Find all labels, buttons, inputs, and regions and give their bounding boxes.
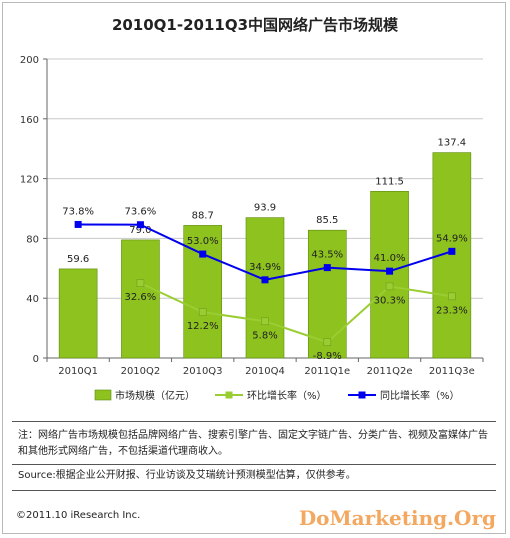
bar: [245, 217, 285, 359]
yoy-growth-marker: [199, 250, 207, 258]
yoy-growth-label: 73.6%: [125, 207, 157, 218]
yoy-growth-marker: [323, 264, 331, 272]
legend-label: 环比增长率（%）: [247, 389, 327, 402]
qoq-growth-label: 32.6%: [125, 292, 157, 303]
qoq-growth-marker: [198, 308, 207, 316]
yoy-growth-label: 73.8%: [62, 206, 94, 217]
divider-middle: [12, 464, 496, 465]
y-tick-label: 120: [20, 175, 39, 186]
qoq-growth-marker: [385, 282, 394, 291]
chart-title: 2010Q1-2011Q3中国网络广告市场规模: [111, 16, 399, 34]
bar-value-label: 85.5: [316, 215, 338, 226]
bar: [307, 229, 347, 359]
yoy-growth-label: 41.0%: [374, 253, 406, 264]
qoq-growth-label: 5.8%: [252, 330, 277, 341]
watermark-logo: DoMarketing.Org: [298, 506, 496, 530]
divider-bottom: [12, 490, 496, 491]
x-tick-label: 2010Q3: [183, 366, 223, 377]
bar: [370, 191, 409, 359]
yoy-growth-marker: [261, 276, 269, 284]
yoy-growth-marker: [448, 247, 456, 255]
chart-svg: 0 40 80 120 160 200 2010Q1 2010Q2 2010Q3 2010Q4 20…: [20, 55, 484, 402]
yoy-growth-label: 53.0%: [187, 236, 219, 247]
x-tick-label: 2011Q2e: [367, 366, 413, 377]
bar-value-label: 59.6: [67, 254, 89, 265]
x-tick-label: 2011Q1e: [304, 366, 350, 377]
bar: [58, 268, 98, 359]
source-text: Source:根据企业公开财报、行业访谈及艾瑞统计预测模型估算，仅供参考。: [18, 470, 356, 481]
yoy-growth-label: 43.5%: [311, 250, 343, 261]
qoq-growth-marker: [323, 338, 332, 346]
qoq-growth-label: 30.3%: [374, 295, 406, 306]
yoy-growth-label: 54.9%: [436, 233, 468, 244]
bar-value-label: 93.9: [254, 203, 276, 214]
divider-top: [12, 421, 496, 422]
legend-bar-swatch: [94, 389, 112, 401]
qoq-growth-label: 23.3%: [436, 305, 468, 316]
y-tick-label: 160: [20, 115, 39, 126]
qoq-growth-label: -8.9%: [313, 351, 342, 362]
legend-label: 市场规模（亿元）: [115, 389, 195, 402]
yoy-growth-marker: [136, 221, 144, 229]
x-tick-label: 2010Q4: [245, 366, 285, 377]
x-tick-label: 2011Q3e: [429, 366, 475, 377]
bar: [121, 239, 160, 359]
y-tick-label: 80: [26, 234, 39, 245]
note-text: 注：网络广告市场规模包括品牌网络广告、搜索引擎广告、固定文字链广告、分类广告、视…: [18, 430, 488, 457]
y-tick-label: 200: [20, 55, 39, 66]
bar-value-label: 111.5: [375, 176, 404, 187]
qoq-growth-marker: [261, 317, 269, 326]
legend-label: 同比增长率（%）: [380, 389, 460, 402]
y-tick-label: 40: [26, 294, 39, 305]
copyright-text: ©2011.10 iResearch Inc.: [16, 510, 141, 521]
x-tick-label: 2010Q1: [58, 366, 98, 377]
qoq-growth-marker: [136, 279, 145, 287]
qoq-growth-label: 12.2%: [187, 321, 219, 332]
x-tick-label: 2010Q2: [121, 366, 161, 377]
qoq-growth-line: [140, 282, 453, 344]
yoy-growth-marker: [386, 267, 394, 275]
bar-value-label: 137.4: [438, 138, 467, 149]
y-tick-label: 0: [33, 354, 39, 365]
yoy-growth-label: 34.9%: [249, 262, 281, 273]
yoy-growth-marker: [74, 220, 82, 228]
legend-qoq-marker: [225, 391, 233, 399]
legend-yoy-marker: [358, 391, 366, 399]
qoq-growth-marker: [448, 292, 456, 301]
bar-value-label: 88.7: [192, 210, 214, 221]
bar-value-label: 79.0: [129, 225, 151, 236]
